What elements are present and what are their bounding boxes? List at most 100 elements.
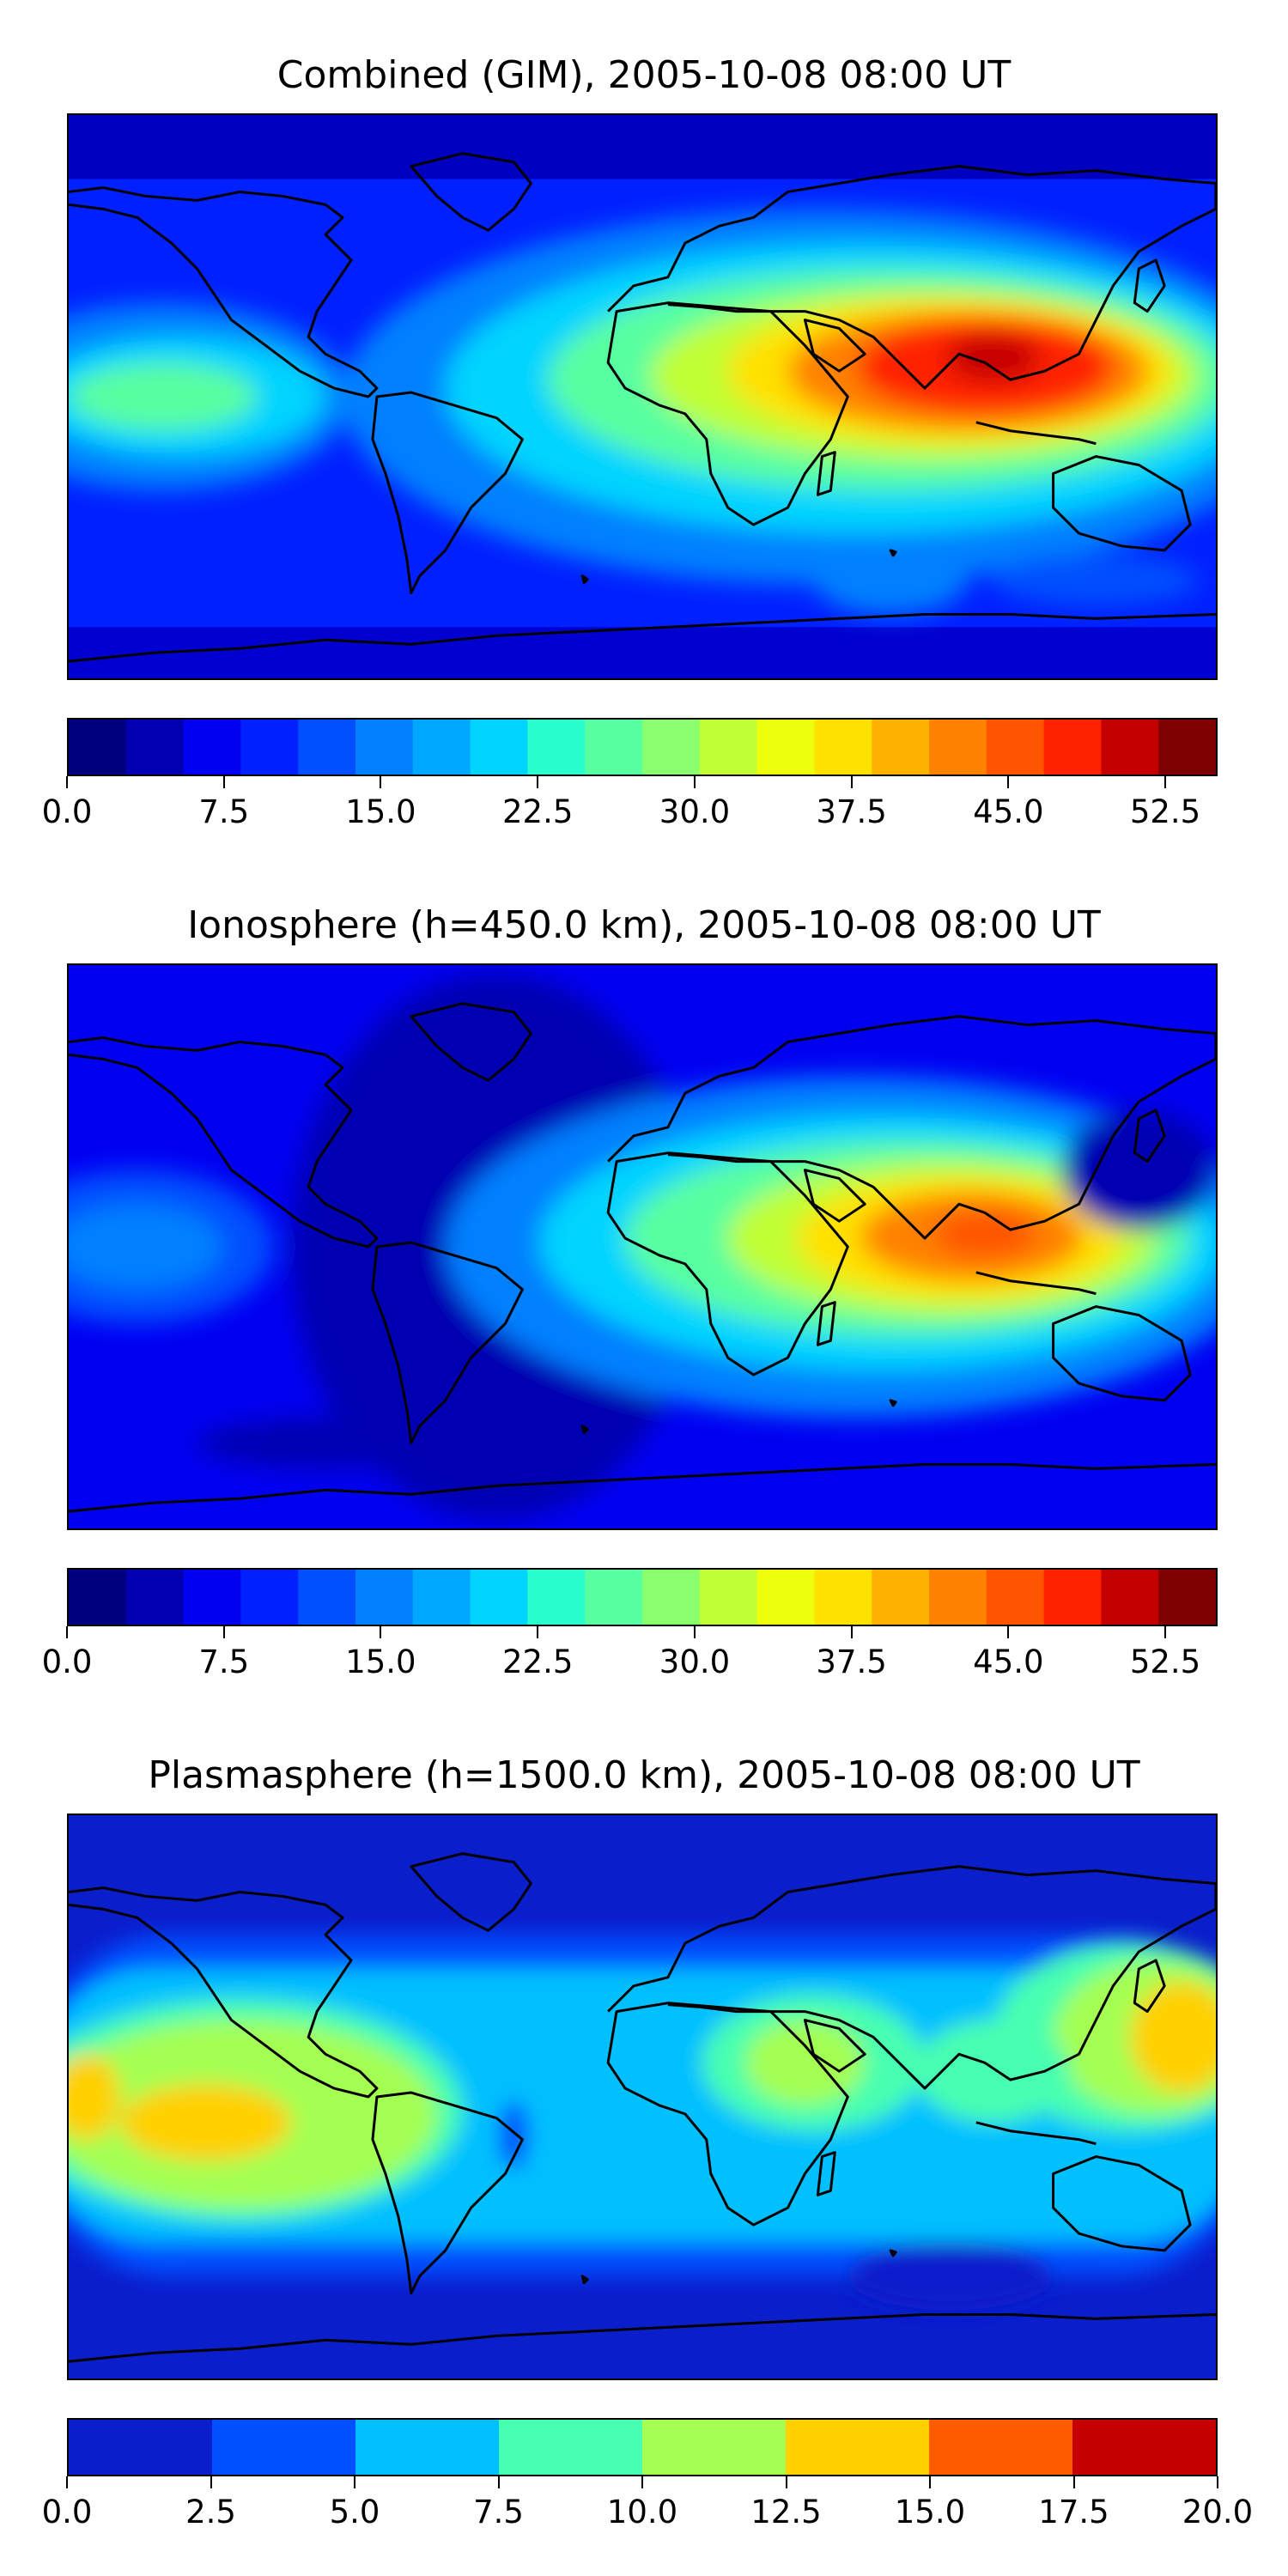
tick-label: 0.0 [41, 2494, 93, 2530]
tick-label: 15.0 [894, 2494, 966, 2530]
colorbar-segment [699, 1570, 758, 1625]
panel-title: Ionosphere (h=450.0 km), 2005-10-08 08:0… [187, 903, 1101, 947]
colorbar-segment [699, 720, 758, 775]
tick-label: 15.0 [345, 1643, 416, 1680]
colorbar-segment [872, 1570, 930, 1625]
tick-mark [1164, 776, 1167, 788]
colorbar-segment [240, 1570, 299, 1625]
tick-label: 7.5 [198, 793, 250, 830]
tick-label: 37.5 [816, 793, 887, 830]
colorbar-segment [786, 2420, 930, 2475]
colorbar-segment [69, 1570, 127, 1625]
colorbar-segment [814, 1570, 872, 1625]
colorbar-segment [1158, 720, 1216, 775]
tick-label: 37.5 [816, 1643, 887, 1680]
tick-label: 45.0 [973, 793, 1044, 830]
tick-mark [66, 2476, 68, 2488]
tick-mark [1007, 1626, 1010, 1638]
colorbar-segment [527, 1570, 586, 1625]
tick-label: 0.0 [41, 1643, 93, 1680]
colorbar-segment [240, 720, 299, 775]
tick-label: 12.5 [750, 2494, 822, 2530]
colorbar-segment [470, 1570, 528, 1625]
colorbar-segment [499, 2420, 643, 2475]
colorbar-segment [929, 2420, 1073, 2475]
tick-label: 17.5 [1038, 2494, 1109, 2530]
panel-title: Plasmasphere (h=1500.0 km), 2005-10-08 0… [148, 1753, 1140, 1797]
colorbar-segment [585, 720, 643, 775]
tick-label: 0.0 [41, 793, 93, 830]
colorbar-segment [298, 720, 356, 775]
tick-label: 30.0 [659, 793, 731, 830]
colorbar-ticks: 0.0 2.5 5.0 7.5 10.0 12.5 15.0 17.5 20.0 [42, 2476, 1253, 2530]
tick-mark [380, 1626, 382, 1638]
tick-mark [929, 2476, 931, 2488]
tick-mark [693, 1626, 696, 1638]
colorbar-segment [69, 720, 127, 775]
colorbar-segment [183, 1570, 241, 1625]
tick-label: 5.0 [329, 2494, 380, 2530]
colorbar-segment [642, 720, 701, 775]
tick-mark [1217, 2476, 1218, 2488]
tick-label: 52.5 [1129, 1643, 1201, 1680]
tick-mark [850, 1626, 853, 1638]
colorbar [67, 2418, 1218, 2476]
colorbar-segment [412, 1570, 471, 1625]
colorbar-segment [527, 720, 586, 775]
colorbar-segment [872, 720, 930, 775]
tick-mark [66, 776, 68, 788]
tick-mark [693, 776, 696, 788]
tick-mark [537, 776, 539, 788]
colorbar-segment [986, 1570, 1045, 1625]
colorbar-segment [125, 720, 185, 775]
tick-mark [210, 2476, 212, 2488]
tick-label: 22.5 [501, 1643, 574, 1680]
colorbar-segment [1101, 720, 1159, 775]
tick-mark [641, 2476, 643, 2488]
colorbar-segment [125, 1570, 185, 1625]
tec-map-plasmasphere [67, 1814, 1218, 2380]
colorbar-segment [642, 1570, 701, 1625]
tick-label: 10.0 [606, 2494, 678, 2530]
colorbar [67, 718, 1218, 776]
tec-map-combined [67, 113, 1218, 680]
tec-field [69, 965, 1216, 1528]
colorbar-segment [69, 2420, 213, 2475]
tick-mark [1164, 1626, 1167, 1638]
tick-label: 15.0 [345, 793, 416, 830]
colorbar-segment [1043, 1570, 1102, 1625]
colorbar-segment [585, 1570, 643, 1625]
tick-mark [850, 776, 853, 788]
colorbar-segment [412, 720, 471, 775]
colorbar-segment [986, 720, 1045, 775]
tick-label: 7.5 [198, 1643, 250, 1680]
colorbar-segment [355, 2420, 500, 2475]
tick-mark [380, 776, 382, 788]
colorbar-segment [929, 720, 987, 775]
colorbar-segment [756, 1570, 815, 1625]
tick-label: 22.5 [501, 793, 574, 830]
tick-label: 52.5 [1129, 793, 1201, 830]
tick-label: 30.0 [659, 1643, 731, 1680]
tec-field [69, 1815, 1216, 2379]
colorbar-segment [1043, 720, 1102, 775]
colorbar-segment [298, 1570, 356, 1625]
tick-mark [1072, 2476, 1075, 2488]
colorbar-segment [355, 720, 414, 775]
colorbar-segment [1072, 2420, 1216, 2475]
colorbar-segment [470, 720, 528, 775]
colorbar-segment [355, 1570, 414, 1625]
tec-map-ionosphere [67, 963, 1218, 1530]
tick-mark [497, 2476, 500, 2488]
colorbar-ticks: 0.0 7.5 15.0 22.5 30.0 37.5 45.0 52.5 [42, 776, 1218, 830]
tick-label: 45.0 [973, 1643, 1044, 1680]
tick-mark [222, 776, 225, 788]
tec-field [69, 115, 1216, 678]
tick-mark [1007, 776, 1010, 788]
colorbar-segment [1158, 1570, 1216, 1625]
colorbar-ticks: 0.0 7.5 15.0 22.5 30.0 37.5 45.0 52.5 [42, 1626, 1218, 1680]
colorbar [67, 1568, 1218, 1626]
tick-mark [222, 1626, 225, 1638]
tick-mark [537, 1626, 539, 1638]
colorbar-segment [642, 2420, 787, 2475]
